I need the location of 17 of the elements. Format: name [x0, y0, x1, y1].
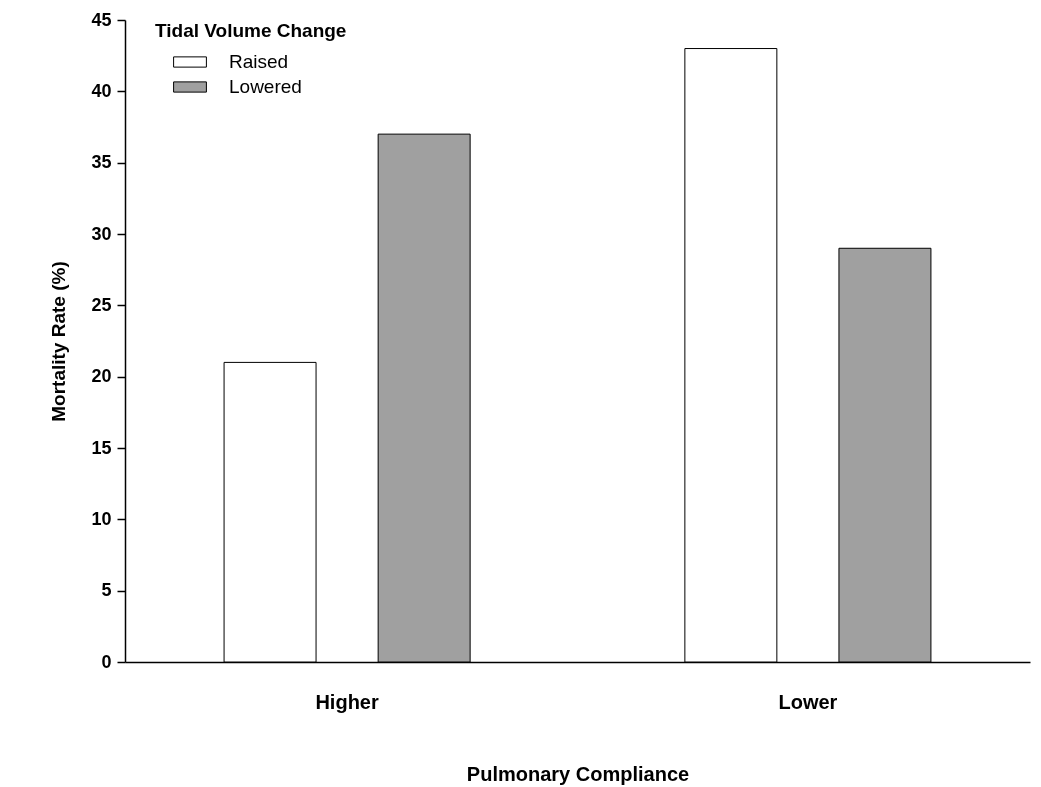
y-tick-label: 5 [101, 580, 112, 601]
legend-label: Lowered [229, 76, 302, 97]
y-tick-label: 0 [101, 651, 112, 672]
legend-label: Raised [229, 51, 289, 72]
y-tick-label: 30 [91, 223, 112, 244]
x-axis-title: Pulmonary Compliance [466, 762, 690, 785]
y-tick-label: 45 [91, 9, 112, 30]
y-tick-label: 40 [91, 80, 112, 101]
y-axis-title: Mortality Rate (%) [48, 261, 70, 422]
x-tick-label: Lower [778, 690, 838, 713]
y-tick-label: 25 [91, 294, 112, 315]
x-tick-label: Higher [315, 690, 379, 713]
y-tick-label: 35 [91, 152, 112, 173]
y-tick-label: 20 [91, 366, 112, 387]
y-tick-label: 15 [91, 437, 112, 458]
legend-title: Tidal Volume Change [155, 20, 347, 41]
y-tick-label: 10 [91, 508, 112, 529]
